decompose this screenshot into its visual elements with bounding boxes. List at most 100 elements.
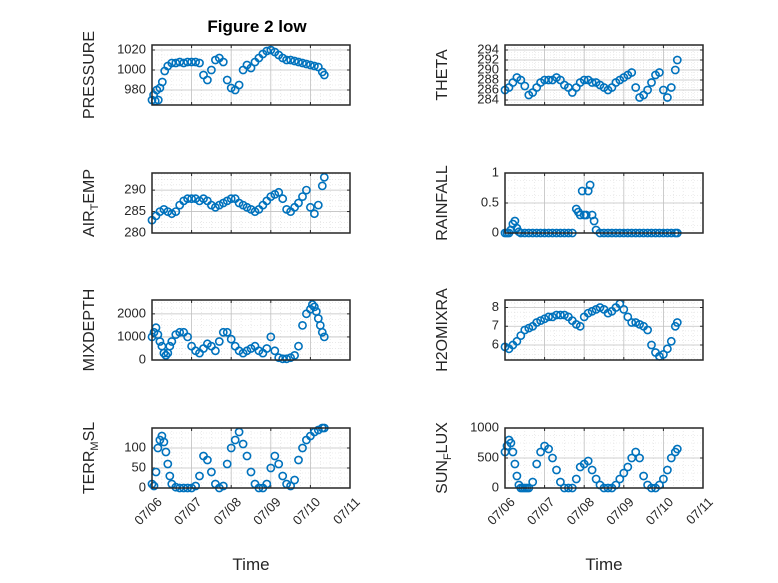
data-point bbox=[298, 192, 307, 201]
y-axis-label: H2OMIXRA bbox=[434, 288, 451, 372]
y-tick-label: 288 bbox=[477, 71, 499, 86]
x-tick-label: 07/09 bbox=[250, 494, 284, 528]
data-point bbox=[210, 346, 220, 356]
data-point bbox=[191, 481, 200, 491]
x-tick-label: 07/06 bbox=[484, 494, 518, 528]
data-point bbox=[301, 59, 311, 69]
data-point bbox=[262, 344, 272, 353]
data-point bbox=[583, 456, 593, 466]
y-tick-label: 1 bbox=[492, 164, 499, 179]
data-point bbox=[659, 85, 668, 95]
data-point bbox=[242, 451, 252, 461]
x-tick-label: 07/07 bbox=[524, 494, 558, 528]
data-point bbox=[183, 332, 192, 342]
data-point bbox=[286, 55, 295, 65]
axes-frame bbox=[504, 427, 704, 489]
data-point bbox=[266, 332, 276, 342]
data-point bbox=[195, 471, 204, 481]
data-point bbox=[286, 481, 295, 491]
x-tick-label: 07/11 bbox=[330, 494, 363, 527]
data-point bbox=[191, 57, 200, 67]
data-point bbox=[149, 481, 159, 491]
data-point bbox=[163, 459, 173, 469]
data-point bbox=[282, 55, 291, 65]
data-point bbox=[298, 58, 307, 68]
data-point bbox=[282, 354, 291, 364]
y-tick-label: 980 bbox=[124, 81, 146, 96]
data-point bbox=[290, 475, 299, 485]
data-point bbox=[532, 459, 542, 469]
data-point bbox=[631, 83, 641, 92]
data-point bbox=[195, 58, 204, 68]
data-point bbox=[226, 194, 236, 204]
data-point bbox=[278, 354, 288, 364]
y-axis-label: SUNFLUX bbox=[434, 422, 454, 494]
axes-frame bbox=[504, 172, 704, 234]
data-point bbox=[230, 435, 240, 445]
data-point bbox=[274, 187, 284, 197]
y-tick-label: 1000 bbox=[470, 419, 499, 434]
x-tick-label: 07/11 bbox=[683, 494, 716, 527]
data-point bbox=[589, 216, 599, 226]
data-point bbox=[290, 56, 299, 66]
data-point bbox=[171, 207, 181, 216]
data-point bbox=[528, 477, 538, 487]
data-point bbox=[506, 438, 516, 448]
data-point bbox=[659, 349, 668, 359]
y-tick-label: 50 bbox=[132, 459, 146, 474]
y-tick-label: 100 bbox=[124, 439, 146, 454]
data-point bbox=[218, 327, 228, 337]
x-tick-label: 07/10 bbox=[643, 494, 677, 528]
y-tick-label: 0 bbox=[492, 224, 499, 239]
data-point bbox=[319, 70, 329, 80]
subplot-mixdepth: 0 1000 2000 MIXDEPTH bbox=[81, 289, 351, 371]
subplot-h2omixra: 6 7 8 H2OMIXRA bbox=[434, 288, 704, 372]
data-point bbox=[666, 336, 676, 346]
x-tick-label: 07/08 bbox=[210, 494, 244, 528]
data-point bbox=[317, 181, 327, 191]
y-tick-label: 500 bbox=[477, 449, 499, 464]
data-point bbox=[313, 200, 323, 210]
data-point bbox=[218, 57, 228, 67]
data-point bbox=[183, 57, 192, 67]
data-point bbox=[577, 186, 587, 196]
data-point bbox=[643, 325, 652, 335]
y-axis-label: RAINFALL bbox=[434, 165, 451, 241]
data-point bbox=[298, 443, 307, 453]
data-point bbox=[159, 437, 169, 447]
data-point bbox=[520, 81, 530, 91]
data-point bbox=[222, 75, 232, 85]
series-mixdepth bbox=[147, 300, 329, 364]
subplot-sun-flux: 0 500 1000 07/06 07/07 07/08 07/09 07/10 07/11 SU… bbox=[434, 419, 716, 574]
data-point bbox=[544, 444, 553, 454]
data-point bbox=[319, 332, 329, 342]
data-point bbox=[581, 210, 591, 220]
y-tick-label: 1000 bbox=[117, 328, 146, 343]
data-point bbox=[635, 453, 644, 463]
data-point bbox=[536, 447, 545, 457]
data-point bbox=[294, 341, 303, 351]
data-point bbox=[202, 455, 212, 465]
axes-frame bbox=[151, 299, 351, 361]
y-tick-label: 0 bbox=[139, 479, 146, 494]
y-tick-label: 6 bbox=[492, 336, 499, 351]
y-tick-label: 290 bbox=[477, 61, 499, 76]
data-point bbox=[591, 474, 601, 484]
data-point bbox=[294, 455, 303, 465]
data-point bbox=[301, 185, 311, 195]
series-pressure bbox=[147, 45, 329, 106]
data-point bbox=[666, 83, 676, 92]
data-point bbox=[670, 65, 680, 75]
data-point bbox=[647, 78, 656, 87]
y-tick-label: 8 bbox=[492, 299, 499, 314]
y-tick-label: 285 bbox=[124, 203, 146, 218]
y-tick-label: 0 bbox=[139, 351, 146, 366]
y-axis-label: AIRTEMP bbox=[81, 169, 101, 237]
data-point bbox=[157, 77, 167, 87]
data-point bbox=[294, 57, 303, 67]
data-point bbox=[161, 447, 171, 457]
data-point bbox=[290, 350, 299, 360]
data-point bbox=[246, 63, 256, 73]
data-point bbox=[575, 210, 585, 220]
data-point bbox=[305, 60, 315, 70]
